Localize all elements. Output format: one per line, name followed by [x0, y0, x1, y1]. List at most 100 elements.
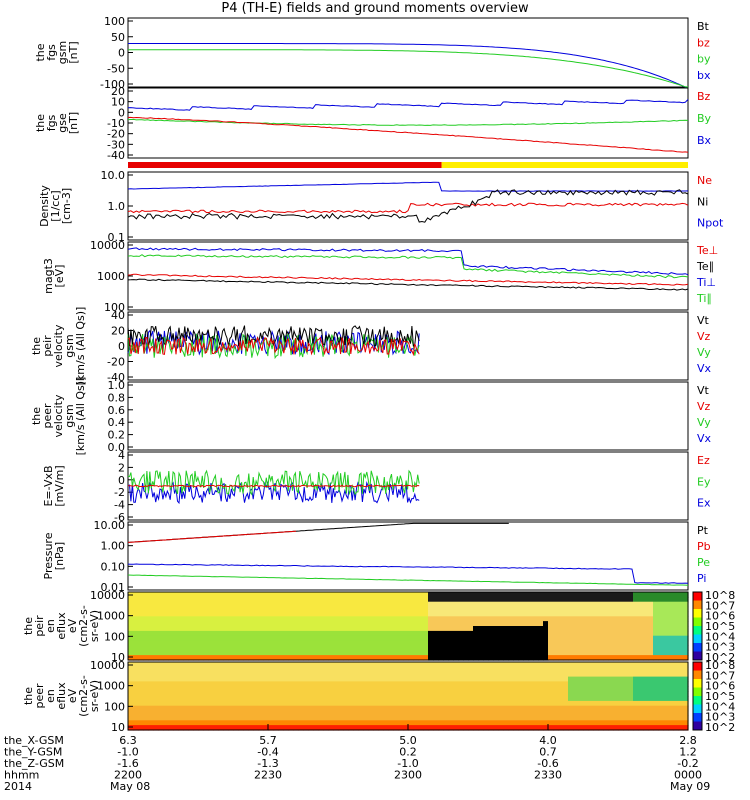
- heatmap-cell: [158, 621, 164, 627]
- heatmap-cell: [513, 616, 519, 622]
- heatmap-cell: [393, 645, 399, 651]
- heatmap-cell: [658, 686, 664, 692]
- heatmap-cell: [368, 655, 374, 661]
- heatmap-cell: [383, 710, 389, 717]
- heatmap-cell: [438, 676, 444, 683]
- heatmap-cell: [583, 720, 589, 726]
- heatmap-cell: [483, 720, 489, 726]
- heatmap-cell: [428, 635, 434, 642]
- heatmap-cell: [433, 596, 439, 603]
- heatmap-cell: [298, 705, 304, 712]
- heatmap-cell: [313, 681, 319, 687]
- heatmap-cell: [523, 696, 529, 702]
- heatmap-cell: [168, 662, 174, 668]
- heatmap-cell: [473, 616, 479, 622]
- heatmap-cell: [598, 676, 604, 683]
- heatmap-cell: [568, 666, 574, 673]
- heatmap-cell: [238, 666, 244, 673]
- heatmap-cell: [503, 715, 509, 721]
- heatmap-cell: [208, 626, 214, 632]
- heatmap-cell: [433, 645, 439, 651]
- heatmap-cell: [588, 635, 594, 642]
- heatmap-cell: [303, 725, 309, 731]
- heatmap-cell: [318, 666, 324, 673]
- heatmap-cell: [303, 700, 309, 707]
- heatmap-cell: [653, 640, 659, 647]
- heatmap-cell: [438, 611, 444, 617]
- heatmap-cell: [638, 606, 644, 613]
- heatmap-cell: [383, 700, 389, 707]
- heatmap-cell: [478, 616, 484, 622]
- heatmap-cell: [623, 606, 629, 613]
- heatmap-cell: [423, 666, 429, 673]
- heatmap-cell: [248, 705, 254, 712]
- heatmap-cell: [278, 630, 284, 637]
- heatmap-cell: [358, 616, 364, 622]
- heatmap-cell: [248, 662, 254, 668]
- heatmap-cell: [403, 676, 409, 683]
- heatmap-cell: [223, 606, 229, 613]
- heatmap-cell: [343, 645, 349, 651]
- heatmap-cell: [383, 611, 389, 617]
- heatmap-cell: [128, 666, 134, 673]
- heatmap-cell: [173, 621, 179, 627]
- heatmap-cell: [673, 671, 679, 678]
- heatmap-cell: [493, 621, 499, 627]
- heatmap-cell: [523, 725, 529, 731]
- heatmap-cell: [138, 681, 144, 687]
- heatmap-cell: [158, 611, 164, 617]
- heatmap-cell: [493, 671, 499, 678]
- heatmap-cell: [258, 621, 264, 627]
- heatmap-cell: [578, 696, 584, 702]
- heatmap-cell: [668, 696, 674, 702]
- heatmap-cell: [633, 596, 639, 603]
- heatmap-cell: [488, 710, 494, 717]
- heatmap-cell: [378, 592, 384, 598]
- heatmap-cell: [133, 655, 139, 661]
- peir-velocity-ylabel: peir: [41, 335, 54, 357]
- heatmap-cell: [463, 635, 469, 642]
- fgs-gse-ytick-label: -10: [107, 117, 125, 130]
- heatmap-cell: [203, 650, 209, 656]
- heatmap-cell: [338, 720, 344, 726]
- heatmap-cell: [513, 606, 519, 613]
- heatmap-cell: [368, 710, 374, 717]
- heatmap-cell: [188, 611, 194, 617]
- heatmap-cell: [213, 710, 219, 717]
- heatmap-cell: [343, 635, 349, 642]
- heatmap-cell: [138, 626, 144, 632]
- peer-velocity-frame: [127, 381, 689, 451]
- heatmap-cell: [228, 666, 234, 673]
- heatmap-cell: [423, 596, 429, 603]
- heatmap-cell: [683, 666, 689, 673]
- heatmap-cell: [198, 720, 204, 726]
- xaxis-value: -1.3: [257, 757, 278, 770]
- heatmap-cell: [653, 725, 659, 731]
- heatmap-cell: [593, 725, 599, 731]
- heatmap-cell: [233, 696, 239, 702]
- heatmap-cell: [678, 616, 684, 622]
- heatmap-cell: [583, 700, 589, 707]
- heatmap-cell: [278, 715, 284, 721]
- heatmap-cell: [668, 666, 674, 673]
- heatmap-cell: [333, 626, 339, 632]
- heatmap-cell: [523, 645, 529, 651]
- heatmap-cell: [138, 640, 144, 647]
- heatmap-cell: [248, 671, 254, 678]
- heatmap-cell: [678, 592, 684, 598]
- heatmap-cell: [148, 720, 154, 726]
- heatmap-cell: [283, 720, 289, 726]
- heatmap-cell: [323, 662, 329, 668]
- heatmap-cell: [603, 621, 609, 627]
- heatmap-cell: [593, 635, 599, 642]
- heatmap-cell: [478, 720, 484, 726]
- heatmap-cell: [568, 650, 574, 656]
- heatmap-cell: [458, 626, 464, 632]
- heatmap-cell: [523, 635, 529, 642]
- exb-ytick-label: 0: [118, 474, 125, 487]
- heatmap-cell: [318, 691, 324, 697]
- heatmap-cell: [488, 725, 494, 731]
- temperature-ytick-label: 1000: [97, 270, 125, 283]
- heatmap-cell: [323, 601, 329, 608]
- heatmap-cell: [268, 696, 274, 702]
